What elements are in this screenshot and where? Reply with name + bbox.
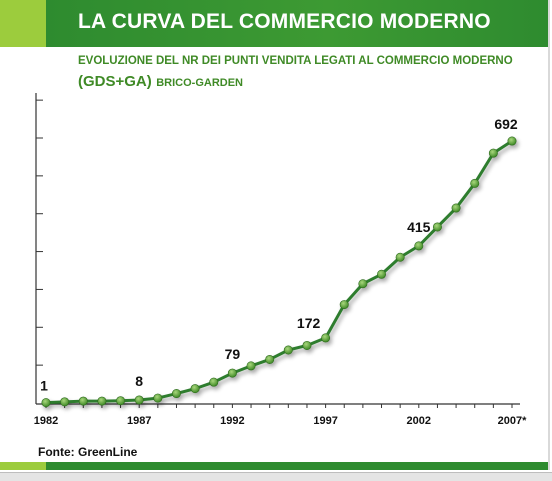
- data-point: [116, 396, 126, 406]
- x-tick-label: 1992: [220, 415, 244, 427]
- title-banner: LA CURVA DEL COMMERCIO MODERNO: [0, 0, 548, 47]
- data-label: 79: [225, 346, 241, 362]
- data-point: [41, 398, 51, 408]
- data-point: [302, 340, 312, 350]
- x-tick-label: 1987: [127, 415, 151, 427]
- data-point: [209, 377, 219, 387]
- chart-card: LA CURVA DEL COMMERCIO MODERNO EVOLUZION…: [0, 0, 550, 470]
- line-chart: 1982 1987 1992 1997 2002 2007* 1 8 79 172 415 692: [34, 93, 527, 427]
- data-point: [78, 396, 88, 406]
- chart-labels: 1982 1987 1992 1997 2002 2007* 1 8 79 172 415 692: [34, 116, 527, 427]
- data-point: [321, 333, 331, 343]
- x-tick-label: 2007*: [498, 415, 527, 427]
- chart-axes: [35, 93, 520, 408]
- data-point: [488, 148, 498, 158]
- data-point: [414, 241, 424, 251]
- data-point: [451, 203, 461, 213]
- data-point: [134, 395, 144, 405]
- x-tick-label: 1997: [313, 415, 337, 427]
- subtitle-category-name: BRICO-GARDEN: [156, 77, 243, 89]
- data-point: [227, 368, 237, 378]
- data-point: [470, 178, 480, 188]
- chart-plot-area: [41, 136, 517, 408]
- data-point: [283, 345, 293, 355]
- data-label: 692: [494, 116, 518, 132]
- data-label: 1: [40, 378, 48, 394]
- data-label: 415: [407, 219, 431, 235]
- series-line: [45, 139, 513, 405]
- data-point: [60, 397, 70, 407]
- data-point: [358, 279, 368, 289]
- data-point: [395, 252, 405, 262]
- x-tick-label: 2002: [407, 415, 431, 427]
- data-label: 8: [135, 373, 143, 389]
- data-label: 172: [297, 315, 321, 331]
- subtitle-category-code: (GDS+GA): [78, 73, 152, 90]
- data-point: [171, 389, 181, 399]
- chart-subtitle-category: (GDS+GA) BRICO-GARDEN: [78, 73, 243, 91]
- chart-subtitle: EVOLUZIONE DEL NR DEI PUNTI VENDITA LEGA…: [78, 55, 513, 67]
- data-point: [265, 354, 275, 364]
- x-tick-label: 1982: [34, 415, 58, 427]
- page-title: LA CURVA DEL COMMERCIO MODERNO: [78, 10, 491, 33]
- data-point: [507, 136, 517, 146]
- data-point: [339, 300, 349, 310]
- data-point: [432, 222, 442, 232]
- source-note: Fonte: GreenLine: [38, 445, 138, 459]
- data-point: [97, 396, 107, 406]
- data-point: [153, 393, 163, 403]
- data-point: [377, 269, 387, 279]
- data-point: [190, 384, 200, 394]
- window-taskbar-strip: [0, 472, 552, 481]
- data-point: [246, 361, 256, 371]
- bottom-accent-bar: [0, 462, 548, 470]
